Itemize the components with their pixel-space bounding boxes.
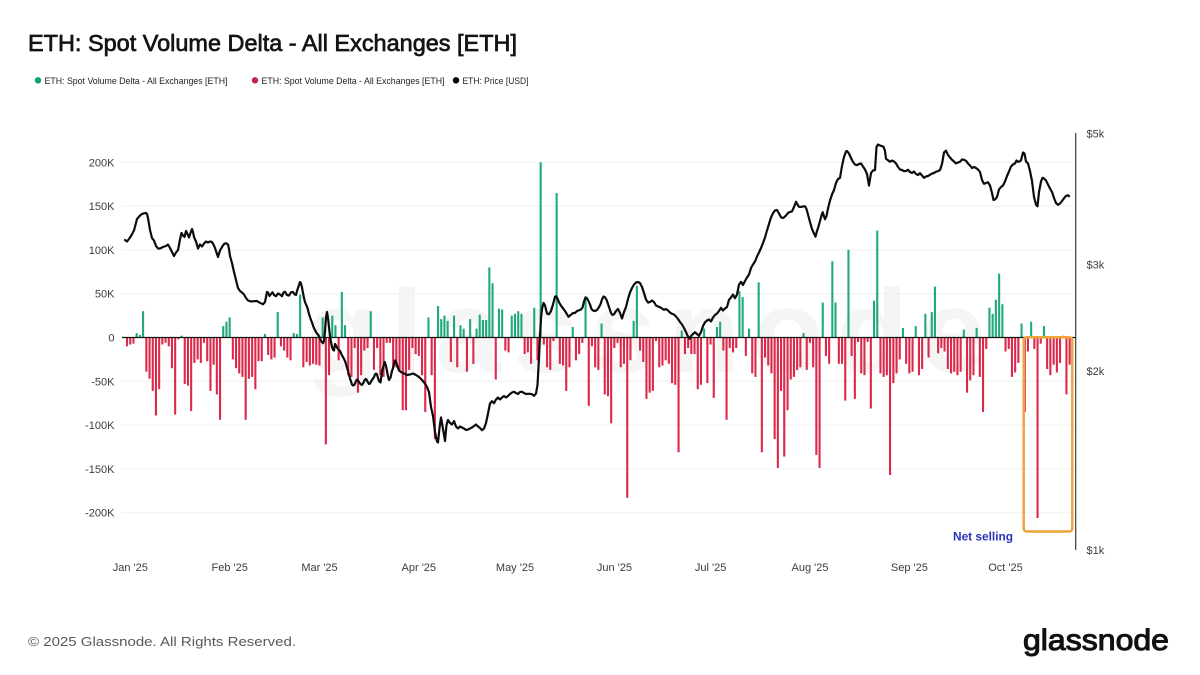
svg-text:$1k: $1k (1087, 545, 1105, 557)
svg-text:150K: 150K (89, 201, 115, 213)
svg-text:ETH: Price [USD]: ETH: Price [USD] (463, 76, 529, 86)
svg-text:Mar '25: Mar '25 (301, 562, 337, 574)
svg-text:-150K: -150K (85, 464, 115, 476)
svg-text:Jul '25: Jul '25 (695, 562, 726, 574)
svg-text:-100K: -100K (85, 420, 115, 432)
svg-text:Jan '25: Jan '25 (113, 562, 148, 574)
svg-text:ETH: Spot Volume Delta - All E: ETH: Spot Volume Delta - All Exchanges [… (45, 76, 228, 86)
svg-text:$2k: $2k (1087, 366, 1105, 378)
svg-text:© 2025 Glassnode. All Rights R: © 2025 Glassnode. All Rights Reserved. (28, 635, 296, 649)
svg-text:ETH: Spot Volume Delta - All E: ETH: Spot Volume Delta - All Exchanges [… (28, 30, 517, 56)
svg-text:glassnode: glassnode (1023, 624, 1169, 657)
svg-text:0: 0 (108, 333, 114, 345)
svg-text:Jun '25: Jun '25 (597, 562, 632, 574)
svg-text:-200K: -200K (85, 508, 115, 520)
svg-text:May '25: May '25 (496, 562, 534, 574)
svg-text:Sep '25: Sep '25 (891, 562, 928, 574)
svg-text:50K: 50K (95, 289, 115, 301)
svg-text:$3k: $3k (1087, 260, 1105, 272)
svg-text:Aug '25: Aug '25 (792, 562, 829, 574)
svg-text:100K: 100K (89, 245, 115, 257)
svg-text:Net selling: Net selling (953, 530, 1013, 544)
svg-text:-50K: -50K (91, 376, 115, 388)
svg-text:200K: 200K (89, 157, 115, 169)
svg-text:Oct '25: Oct '25 (988, 562, 1023, 574)
svg-text:$5k: $5k (1087, 128, 1105, 140)
svg-text:Apr '25: Apr '25 (402, 562, 437, 574)
svg-text:Feb '25: Feb '25 (212, 562, 248, 574)
svg-text:ETH: Spot Volume Delta - All E: ETH: Spot Volume Delta - All Exchanges [… (262, 76, 445, 86)
